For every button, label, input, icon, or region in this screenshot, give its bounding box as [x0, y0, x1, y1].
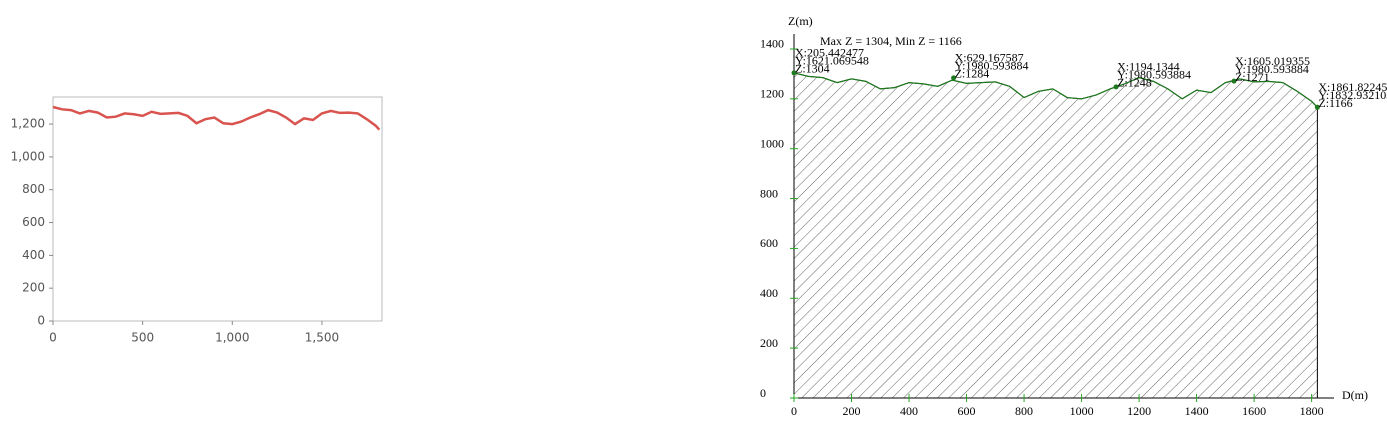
- annotation-text: Y:1980.593884: [1235, 62, 1309, 76]
- x-tick-label: 400: [900, 404, 918, 418]
- annotation-text: Y:1980.593884: [955, 59, 1029, 73]
- x-tick-label: 1400: [1185, 404, 1209, 418]
- annotation-text: Y:1832.932103: [1318, 88, 1387, 102]
- annotation-text: Y:1621.069548: [795, 54, 869, 68]
- annotation-text: X:1605.019355: [1235, 54, 1310, 68]
- x-tick-label: 1600: [1242, 404, 1266, 418]
- annotation-text: X:205.442477: [795, 46, 864, 60]
- annotation-text: X:629.167587: [955, 51, 1024, 65]
- annotation-text: Z:1271: [1235, 70, 1270, 84]
- annotation-text: Z:1166: [1318, 96, 1352, 110]
- x-tick-label: 600: [958, 404, 976, 418]
- y-tick-label: 800: [760, 186, 778, 200]
- y-tick-label: 1,000: [11, 149, 45, 163]
- x-tick-label: 500: [131, 331, 154, 345]
- y-tick-label: 200: [760, 336, 778, 350]
- y-tick-label: 0: [37, 314, 45, 328]
- annotation-point: [1231, 78, 1237, 84]
- annotation-text: X:1194.1344: [1117, 60, 1180, 74]
- x-tick-label: 1,000: [215, 331, 249, 345]
- annotation-text: X:1861.822451: [1318, 80, 1387, 94]
- y-tick-label: 200: [22, 281, 45, 295]
- y-tick-label: 1400: [760, 37, 784, 51]
- y-tick-label: 600: [22, 215, 45, 229]
- area-fill: [793, 72, 1318, 399]
- x-tick-label: 1,500: [305, 331, 339, 345]
- y-tick-label: 400: [22, 248, 45, 262]
- annotation-text: Y:1980.593884: [1117, 68, 1191, 82]
- annotation-point: [791, 70, 797, 76]
- annotation-text: Z:1284: [955, 67, 990, 81]
- profile-line: [793, 72, 1318, 108]
- y-axis-label: Z(m): [788, 14, 813, 28]
- x-tick-label: 1000: [1070, 404, 1094, 418]
- line-series: [52, 105, 381, 131]
- x-tick-label: 800: [1015, 404, 1033, 418]
- y-tick-label: 800: [22, 182, 45, 196]
- x-tick-label: 1800: [1300, 404, 1324, 418]
- annotation-point: [1113, 84, 1119, 90]
- plot-frame: [52, 96, 383, 322]
- x-tick-label: 1200: [1127, 404, 1151, 418]
- chart-title: Max Z = 1304, Min Z = 1166: [820, 34, 962, 48]
- y-tick-label: 1200: [760, 87, 784, 101]
- x-tick-label: 0: [791, 404, 797, 418]
- annotation-point: [951, 75, 957, 81]
- annotation-text: Z:1248: [1117, 76, 1152, 90]
- x-tick-label: 200: [843, 404, 861, 418]
- y-tick-label: 1,200: [11, 117, 45, 131]
- y-tick-label: 0: [760, 386, 766, 400]
- annotation-text: Z:1304: [795, 62, 830, 76]
- y-tick-label: 400: [760, 286, 778, 300]
- x-axis-label: D(m): [1342, 388, 1368, 402]
- annotation-point: [1314, 104, 1320, 110]
- y-tick-label: 1000: [760, 136, 784, 150]
- y-tick-label: 600: [760, 236, 778, 250]
- x-tick-label: 0: [49, 331, 57, 345]
